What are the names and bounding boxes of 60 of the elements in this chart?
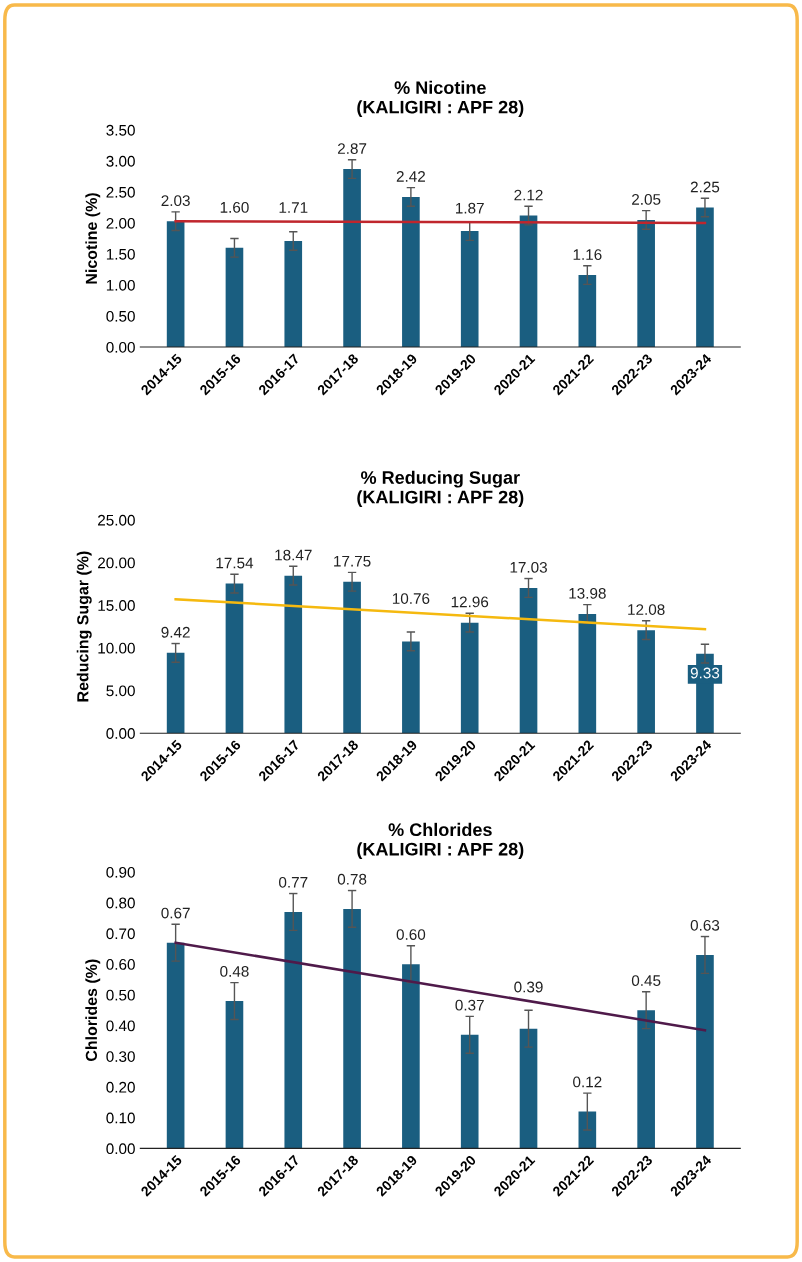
data-label: 0.67 <box>161 907 190 919</box>
data-label: 0.39 <box>514 981 543 993</box>
y-tick-label: 0.30 <box>106 1051 135 1062</box>
chart-title: % Nicotine (KALIGIRI : APF 28) <box>357 80 524 118</box>
y-tick-label: 0.00 <box>106 341 135 353</box>
data-label: 0.63 <box>690 919 720 931</box>
data-label: 12.08 <box>628 604 665 615</box>
data-label: 2.87 <box>337 143 367 154</box>
data-label: 2.05 <box>632 193 661 205</box>
y-tick-label: 2.00 <box>106 217 135 229</box>
data-label: 0.45 <box>631 975 661 987</box>
y-tick-label: 0.20 <box>106 1081 135 1093</box>
data-label: 18.47 <box>275 549 312 561</box>
data-label: 12.96 <box>451 596 489 608</box>
data-label: 1.60 <box>220 201 249 213</box>
y-tick-label: 0.50 <box>106 310 135 322</box>
data-label: 17.75 <box>334 555 371 567</box>
data-label: 1.16 <box>573 249 602 261</box>
y-tick-label: 0.80 <box>106 897 135 909</box>
data-label: 0.77 <box>279 876 308 888</box>
y-tick-label: 0.40 <box>106 1020 135 1032</box>
y-axis-title: Nicotine (%) <box>85 193 101 284</box>
data-label: 2.03 <box>161 195 190 207</box>
data-label: 17.03 <box>510 561 547 573</box>
data-label: 9.33 <box>690 667 720 679</box>
data-label: 2.12 <box>514 189 543 201</box>
y-tick-label: 0.50 <box>106 989 135 1001</box>
data-label: 10.76 <box>392 593 430 604</box>
y-axis-title: Chlorides (%) <box>85 959 101 1062</box>
y-tick-label: 0.10 <box>106 1112 135 1124</box>
y-tick-label: 25.00 <box>98 514 135 526</box>
y-tick-label: 2.50 <box>106 186 135 198</box>
data-label: 2.42 <box>396 171 425 182</box>
data-label: 0.48 <box>220 965 249 977</box>
y-tick-label: 1.00 <box>106 279 135 291</box>
chart-title: % Chlorides (KALIGIRI : APF 28) <box>357 822 524 860</box>
y-tick-label: 1.50 <box>106 248 135 260</box>
data-label: 2.25 <box>690 181 720 193</box>
data-label: 13.98 <box>569 587 606 599</box>
y-axis-title: Reducing Sugar (%) <box>76 551 92 702</box>
data-label: 0.78 <box>337 873 367 885</box>
data-label: 1.71 <box>279 202 308 213</box>
y-tick-label: 10.00 <box>98 642 135 654</box>
data-label: 9.42 <box>161 626 190 638</box>
y-tick-label: 3.50 <box>106 124 135 136</box>
y-tick-label: 0.90 <box>106 866 135 878</box>
chart-title: % Reducing Sugar (KALIGIRI : APF 28) <box>357 470 524 508</box>
y-tick-label: 0.00 <box>106 1143 135 1155</box>
y-tick-label: 20.00 <box>98 557 135 569</box>
y-tick-label: 0.00 <box>106 728 135 739</box>
data-label: 1.87 <box>456 202 484 214</box>
y-tick-label: 15.00 <box>98 600 135 611</box>
y-tick-label: 0.70 <box>106 928 135 940</box>
data-label: 17.54 <box>216 557 254 569</box>
y-tick-label: 5.00 <box>106 685 135 697</box>
y-tick-label: 3.00 <box>106 155 135 167</box>
data-label: 0.12 <box>573 1076 602 1088</box>
y-tick-label: 0.60 <box>106 959 135 970</box>
data-label: 0.37 <box>455 999 484 1011</box>
data-label: 0.60 <box>396 929 426 940</box>
